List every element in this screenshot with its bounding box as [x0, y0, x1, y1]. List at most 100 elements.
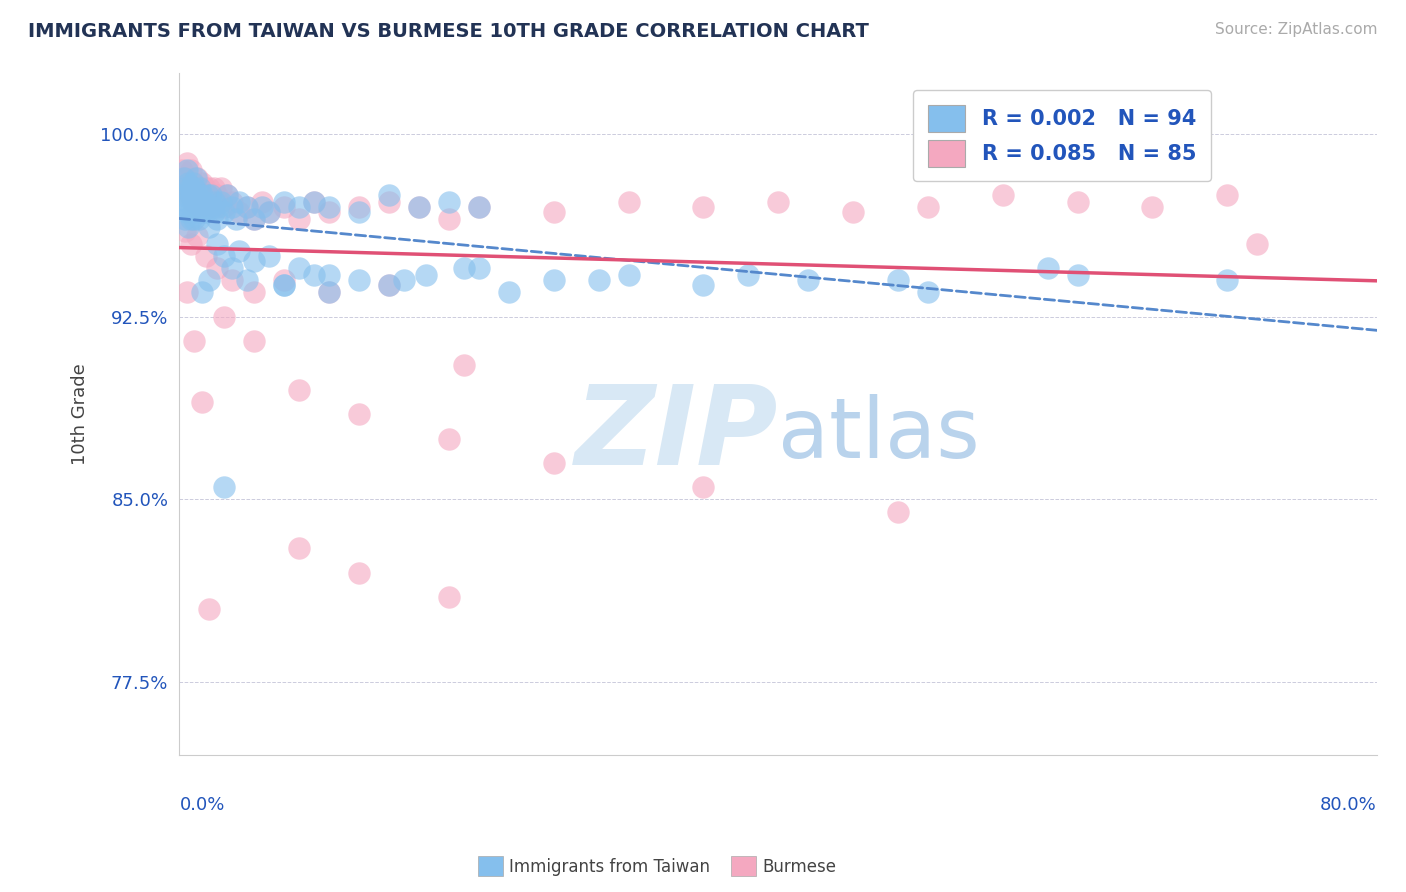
Point [437, 212, 460, 227]
Point [415, 268, 437, 283]
Point [236, 273, 259, 287]
Point [378, 187, 401, 202]
Point [228, 195, 250, 210]
Point [1036, 260, 1059, 275]
Point [1246, 236, 1268, 251]
Point [617, 268, 640, 283]
Point [273, 195, 295, 210]
Point [543, 456, 565, 470]
Point [186, 205, 208, 219]
Point [347, 200, 370, 214]
Point [887, 505, 910, 519]
Point [437, 590, 460, 604]
Point [221, 195, 243, 210]
Point [204, 200, 226, 214]
Text: IMMIGRANTS FROM TAIWAN VS BURMESE 10TH GRADE CORRELATION CHART: IMMIGRANTS FROM TAIWAN VS BURMESE 10TH G… [28, 22, 869, 41]
Point [737, 268, 759, 283]
Point [176, 163, 198, 178]
Point [183, 176, 205, 190]
Point [198, 219, 221, 234]
Point [174, 170, 197, 185]
Point [498, 285, 520, 300]
Point [692, 200, 714, 214]
Point [259, 205, 281, 219]
Point [174, 180, 197, 194]
Point [187, 195, 209, 210]
Point [202, 180, 225, 194]
Y-axis label: 10th Grade: 10th Grade [72, 363, 89, 465]
Point [173, 180, 195, 194]
Point [195, 195, 218, 210]
Point [173, 170, 195, 185]
Point [183, 200, 205, 214]
Point [191, 285, 214, 300]
Point [392, 273, 415, 287]
Point [221, 260, 243, 275]
Point [180, 212, 202, 227]
Point [191, 195, 214, 210]
Point [842, 205, 865, 219]
Point [173, 200, 195, 214]
Point [250, 195, 273, 210]
Point [347, 205, 370, 219]
Point [204, 195, 226, 210]
Point [302, 268, 325, 283]
Point [183, 334, 205, 348]
Point [181, 195, 204, 210]
Point [468, 200, 491, 214]
Point [887, 273, 910, 287]
Point [201, 195, 224, 210]
Point [437, 432, 460, 446]
Point [1216, 273, 1239, 287]
Text: 0.0%: 0.0% [180, 797, 225, 814]
Point [193, 187, 215, 202]
Point [183, 212, 205, 227]
Point [273, 278, 295, 293]
Point [288, 212, 311, 227]
Point [273, 278, 295, 293]
Point [179, 205, 201, 219]
Point [318, 285, 340, 300]
Point [202, 205, 225, 219]
Point [198, 200, 221, 214]
Point [318, 200, 340, 214]
Point [193, 200, 215, 214]
Point [198, 273, 221, 287]
Point [214, 200, 236, 214]
Text: Burmese: Burmese [762, 858, 837, 876]
Point [1066, 195, 1088, 210]
Point [172, 163, 194, 178]
Point [228, 244, 250, 258]
Point [318, 285, 340, 300]
Point [191, 205, 214, 219]
Point [228, 205, 250, 219]
Point [191, 187, 214, 202]
Point [200, 187, 222, 202]
Point [214, 205, 236, 219]
Point [453, 260, 475, 275]
Point [180, 187, 202, 202]
Point [184, 200, 207, 214]
Point [190, 180, 212, 194]
Point [243, 334, 266, 348]
Point [288, 260, 311, 275]
Point [236, 200, 259, 214]
Point [221, 200, 243, 214]
Point [243, 285, 266, 300]
Point [225, 212, 247, 227]
Point [217, 187, 239, 202]
Point [692, 480, 714, 494]
Point [437, 195, 460, 210]
Point [217, 187, 239, 202]
Point [176, 205, 198, 219]
Point [259, 205, 281, 219]
Legend: R = 0.002   N = 94, R = 0.085   N = 85: R = 0.002 N = 94, R = 0.085 N = 85 [912, 90, 1211, 181]
Point [194, 180, 217, 194]
Point [207, 195, 229, 210]
Point [692, 278, 714, 293]
Point [453, 359, 475, 373]
Point [191, 395, 214, 409]
Point [236, 200, 259, 214]
Point [1066, 268, 1088, 283]
Point [198, 602, 221, 616]
